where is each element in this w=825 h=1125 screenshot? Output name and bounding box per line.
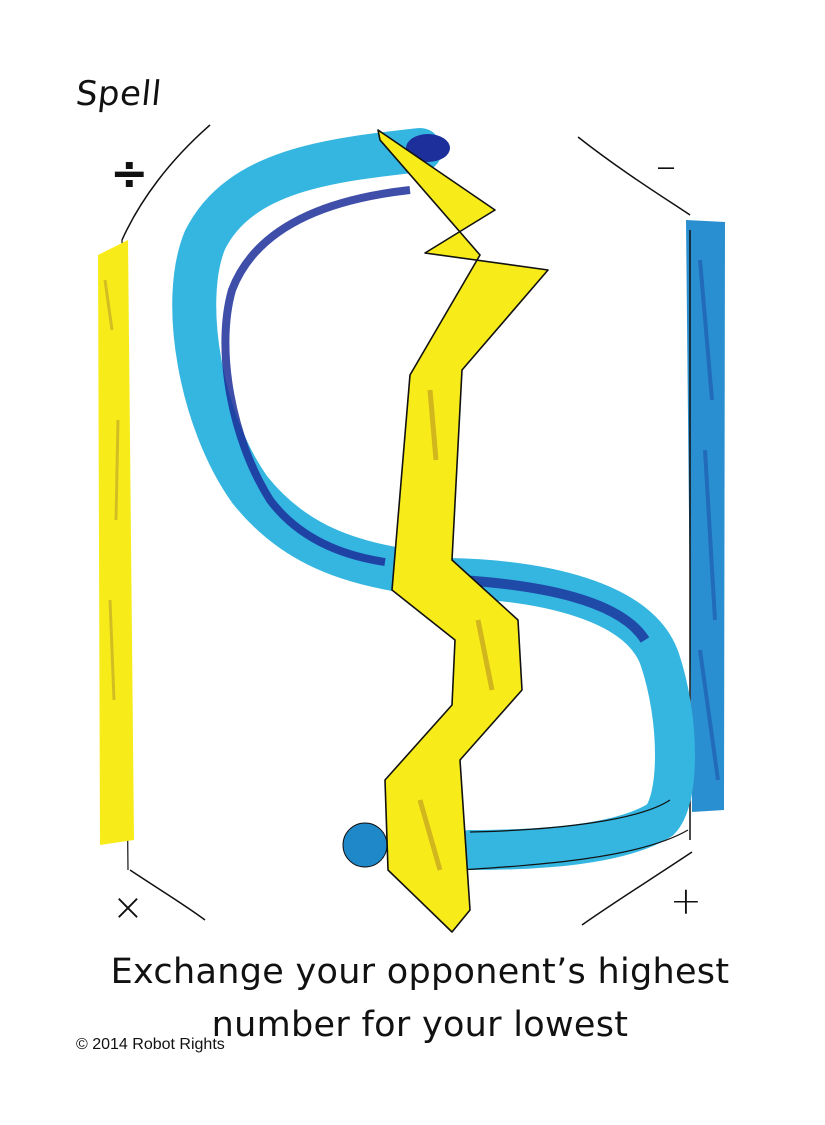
frame-arc-top-left <box>121 124 211 241</box>
divide-symbol: ÷ <box>110 146 149 200</box>
blue-dot-bottom <box>342 822 388 868</box>
yellow-zigzag <box>377 129 549 933</box>
blue-loop-upper <box>172 128 442 592</box>
blue-dot-top <box>406 134 450 162</box>
frame-arc-bottom-right <box>581 851 693 926</box>
left-yellow-bar <box>98 240 134 845</box>
frame-arc-bottom-left <box>129 869 206 921</box>
card-effect-text: Exchange your opponent’s highest number … <box>110 952 730 1046</box>
frame-arc-top-right <box>577 136 691 216</box>
multiply-symbol: × <box>112 885 144 929</box>
plus-symbol: + <box>670 879 702 923</box>
copyright-notice: © 2014 Robot Rights <box>76 1036 225 1053</box>
minus-symbol: – <box>656 143 676 189</box>
right-blue-bar <box>686 220 725 812</box>
